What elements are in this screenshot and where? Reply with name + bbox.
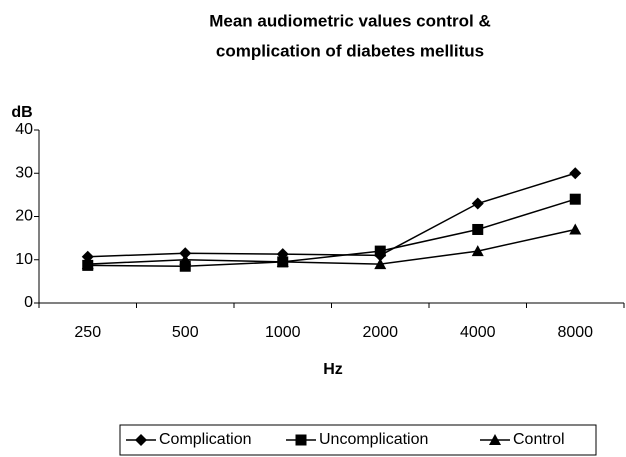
y-axis-label: dB (11, 104, 32, 121)
marker (374, 258, 387, 270)
y-tick-label: 0 (24, 294, 33, 311)
marker (374, 245, 386, 257)
marker (81, 250, 94, 263)
legend-marker (135, 434, 147, 446)
y-tick-label: 10 (15, 251, 33, 268)
legend-marker (295, 434, 307, 446)
legend-label: Complication (159, 431, 251, 448)
y-tick-label: 40 (15, 121, 33, 138)
x-tick-label: 250 (74, 324, 101, 341)
marker (471, 245, 484, 257)
marker (569, 223, 582, 235)
y-tick-label: 20 (15, 208, 33, 225)
x-axis-label: Hz (323, 361, 343, 378)
marker (569, 167, 582, 180)
marker (276, 255, 289, 267)
x-tick-label: 8000 (557, 324, 593, 341)
x-tick-label: 500 (172, 324, 199, 341)
x-tick-label: 2000 (362, 324, 398, 341)
marker (179, 253, 192, 265)
marker (569, 193, 581, 205)
legend-label: Uncomplication (319, 431, 428, 448)
chart-title: Mean audiometric values control & (209, 11, 491, 30)
legend-label: Control (513, 431, 565, 448)
series-line (87, 228, 576, 265)
x-tick-label: 1000 (265, 324, 301, 341)
series-line (87, 172, 576, 258)
legend-marker (489, 434, 501, 445)
marker (81, 258, 94, 270)
chart-title: complication of diabetes mellitus (216, 41, 484, 60)
legend-box (119, 424, 597, 456)
y-tick-label: 30 (15, 164, 33, 181)
marker (472, 223, 484, 235)
series-line (87, 198, 576, 267)
marker (471, 197, 484, 210)
marker (179, 260, 191, 272)
marker (179, 247, 192, 260)
x-tick-label: 4000 (460, 324, 496, 341)
